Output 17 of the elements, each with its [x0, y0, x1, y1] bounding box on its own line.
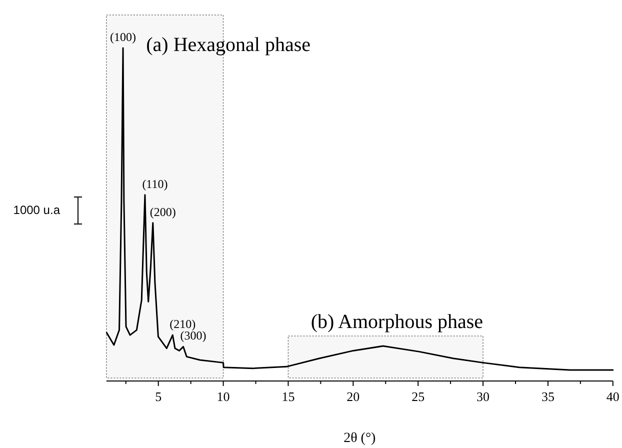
x-tick-label: 20 — [346, 389, 360, 404]
annotation: (110) — [142, 176, 168, 191]
x-tick-label: 5 — [155, 389, 162, 404]
x-tick-label: 15 — [282, 389, 295, 404]
annotation: (100) — [110, 30, 136, 44]
text: 1000 u.a — [13, 203, 60, 217]
band-label: (a) Hexagonal phase — [146, 34, 311, 56]
x-tick-label: 30 — [476, 389, 490, 404]
x-tick-label: 25 — [412, 389, 425, 404]
annotation: (210) — [170, 317, 196, 332]
annotation: (200) — [150, 204, 176, 219]
x-tick-label: 40 — [606, 389, 620, 404]
annotation: (300) — [180, 328, 206, 343]
x-tick-label: 35 — [541, 389, 554, 404]
x-axis-title: 2θ (°) — [344, 431, 376, 446]
band-label: (b) Amorphous phase — [310, 311, 484, 334]
x-tick-label: 10 — [216, 389, 230, 404]
